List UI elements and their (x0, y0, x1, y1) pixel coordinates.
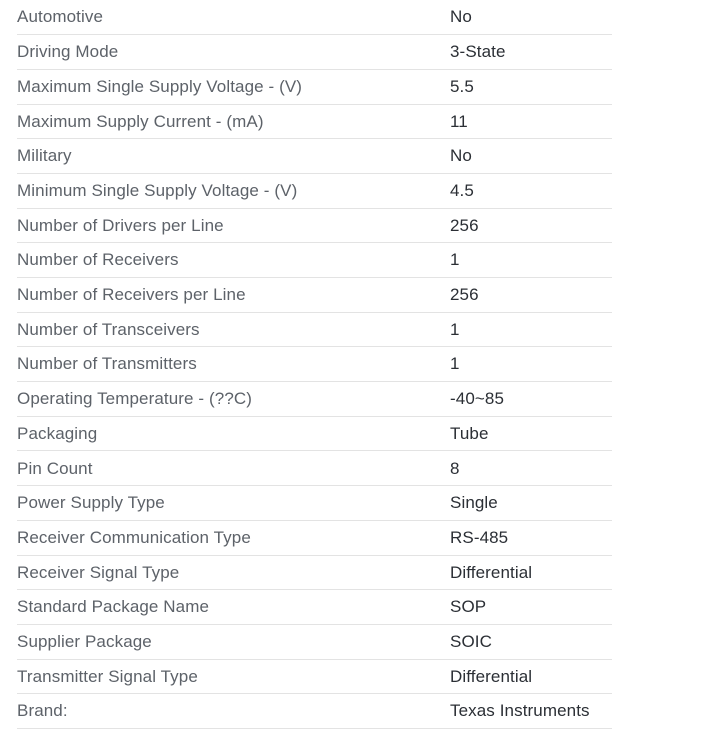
table-row: Maximum Supply Current - (mA) 11 (17, 104, 612, 140)
attribute-label: Packaging (17, 416, 450, 452)
table-row: Number of Receivers 1 (17, 242, 612, 278)
attribute-value: Differential (450, 659, 612, 695)
attribute-value: 256 (450, 208, 612, 244)
attribute-value: 3-State (450, 34, 612, 70)
attribute-value: 5.5 (450, 69, 612, 105)
table-row: Brand: Texas Instruments (17, 693, 612, 729)
table-row: Power Supply Type Single (17, 485, 612, 521)
table-row: Supplier Package SOIC (17, 624, 612, 660)
attribute-label: Maximum Supply Current - (mA) (17, 104, 450, 140)
attribute-label: Minimum Single Supply Voltage - (V) (17, 173, 450, 209)
attribute-label: Power Supply Type (17, 485, 450, 521)
attribute-label: Operating Temperature - (??C) (17, 381, 450, 417)
table-row: Driving Mode 3-State (17, 34, 612, 70)
table-row: Operating Temperature - (??C) -40~85 (17, 381, 612, 417)
attribute-label: Automotive (17, 0, 450, 36)
attribute-label: Pin Count (17, 450, 450, 487)
attribute-label: Number of Transceivers (17, 312, 450, 348)
attribute-label: Brand: (17, 693, 450, 729)
attribute-label: Number of Drivers per Line (17, 208, 450, 244)
table-row: Number of Drivers per Line 256 (17, 208, 612, 244)
attribute-label: Receiver Signal Type (17, 555, 450, 591)
table-row: Transmitter Signal Type Differential (17, 659, 612, 695)
table-row: Military No (17, 138, 612, 174)
attribute-value: Single (450, 485, 612, 521)
table-row: Standard Package Name SOP (17, 589, 612, 625)
table-row: Maximum Single Supply Voltage - (V) 5.5 (17, 69, 612, 105)
attribute-label: Number of Transmitters (17, 346, 450, 383)
attribute-value: 1 (450, 242, 612, 278)
attribute-value: No (450, 138, 612, 174)
attribute-value: 256 (450, 277, 612, 313)
product-specifications-table: Automotive No Driving Mode 3-State Maximum S… (17, 0, 612, 729)
table-row: Number of Transmitters 1 (17, 346, 612, 383)
attribute-label: Supplier Package (17, 624, 450, 660)
attribute-value: Tube (450, 416, 612, 452)
table-row: Receiver Communication Type RS-485 (17, 520, 612, 556)
table-row: Automotive No (17, 0, 612, 36)
table-row: Number of Transceivers 1 (17, 312, 612, 348)
attribute-label: Military (17, 138, 450, 174)
attribute-value: 1 (450, 346, 612, 383)
attribute-value: SOP (450, 589, 612, 625)
table-row: Receiver Signal Type Differential (17, 555, 612, 591)
attribute-label: Transmitter Signal Type (17, 659, 450, 695)
table-row: Minimum Single Supply Voltage - (V) 4.5 (17, 173, 612, 209)
attribute-value: -40~85 (450, 381, 612, 417)
attribute-label: Driving Mode (17, 34, 450, 70)
attribute-value: 4.5 (450, 173, 612, 209)
attribute-value: Differential (450, 555, 612, 591)
attribute-value: RS-485 (450, 520, 612, 556)
attribute-value: No (450, 0, 612, 36)
attribute-label: Number of Receivers per Line (17, 277, 450, 313)
attribute-label: Receiver Communication Type (17, 520, 450, 556)
attribute-value: 1 (450, 312, 612, 348)
attribute-label: Number of Receivers (17, 242, 450, 278)
attribute-value: 11 (450, 104, 612, 140)
attribute-value: 8 (450, 450, 612, 487)
table-row: Number of Receivers per Line 256 (17, 277, 612, 313)
attribute-label: Maximum Single Supply Voltage - (V) (17, 69, 450, 105)
table-row: Pin Count 8 (17, 450, 612, 487)
attribute-label: Standard Package Name (17, 589, 450, 625)
table-row: Packaging Tube (17, 416, 612, 452)
attribute-value: SOIC (450, 624, 612, 660)
specifications-body: Automotive No Driving Mode 3-State Maximum S… (17, 0, 612, 729)
attribute-value: Texas Instruments (450, 693, 612, 729)
